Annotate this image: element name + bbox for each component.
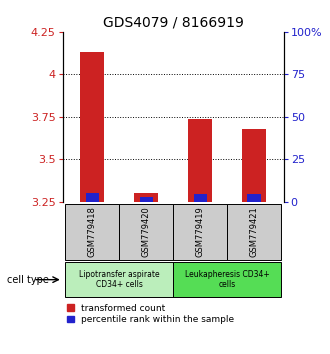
Text: GSM779421: GSM779421 [249, 206, 259, 257]
Bar [193, 194, 207, 202]
Text: Lipotransfer aspirate
CD34+ cells: Lipotransfer aspirate CD34+ cells [79, 270, 160, 289]
Bar [134, 193, 158, 202]
Bar [65, 262, 173, 297]
Text: GSM779419: GSM779419 [196, 206, 205, 257]
Bar [173, 262, 281, 297]
Bar [65, 204, 119, 260]
Bar [86, 193, 99, 202]
Bar [140, 197, 153, 202]
Bar [227, 204, 281, 260]
Bar [173, 204, 227, 260]
Bar [242, 129, 266, 202]
Title: GDS4079 / 8166919: GDS4079 / 8166919 [103, 15, 244, 29]
Text: GSM779418: GSM779418 [88, 206, 97, 257]
Bar [188, 119, 212, 202]
Text: GSM779420: GSM779420 [142, 206, 151, 257]
Text: cell type: cell type [7, 275, 49, 285]
Bar [248, 194, 261, 202]
Bar [80, 52, 105, 202]
Text: Leukapheresis CD34+
cells: Leukapheresis CD34+ cells [185, 270, 270, 289]
Bar [119, 204, 173, 260]
Legend: transformed count, percentile rank within the sample: transformed count, percentile rank withi… [67, 304, 234, 324]
